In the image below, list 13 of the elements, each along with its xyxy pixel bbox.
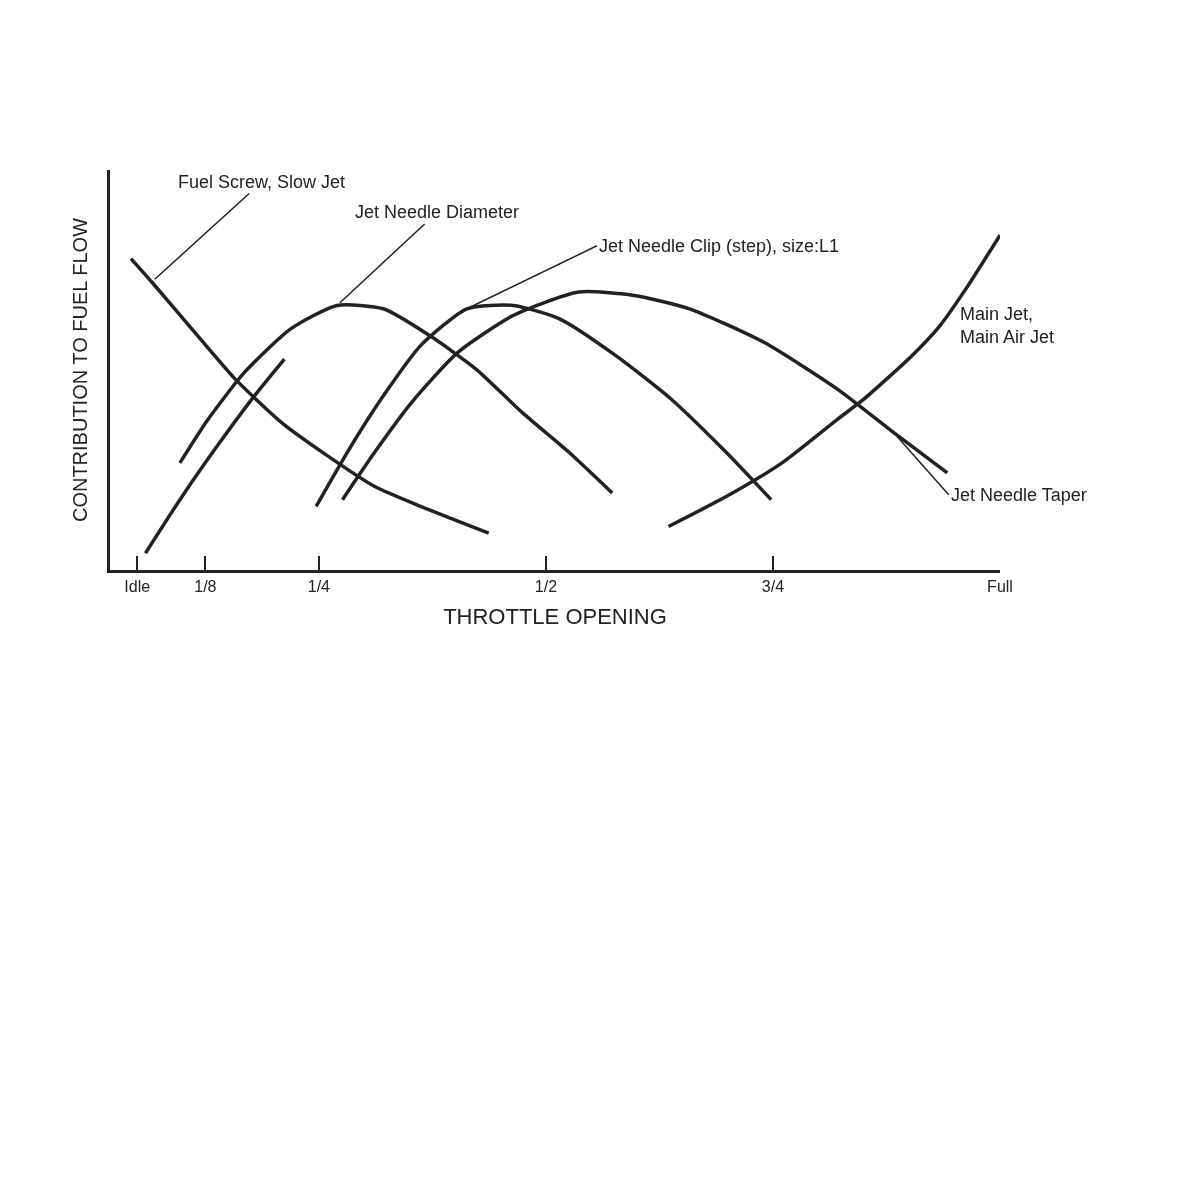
x-tick-label: 1/2 (534, 577, 558, 595)
x-tick-label: 1/8 (194, 577, 217, 595)
x-tick-label: Full (987, 577, 1013, 595)
series-label: Main Jet, Main Air Jet (960, 304, 1055, 348)
series-label: Jet Needle Taper (951, 485, 1087, 505)
text: Jet Needle Clip (step), size:L1 (599, 236, 840, 256)
text: Jet Needle Diameter (355, 202, 520, 222)
x-tick-label: 3/4 (761, 577, 785, 595)
y-axis-title: CONTRIBUTION TO FUEL FLOW (68, 217, 91, 523)
x-tick-label: 1/4 (307, 577, 331, 595)
x-tick-label: Idle (124, 577, 151, 595)
text: Fuel Screw, Slow Jet (178, 172, 346, 192)
x-axis-title: THROTTLE OPENING (443, 603, 667, 629)
